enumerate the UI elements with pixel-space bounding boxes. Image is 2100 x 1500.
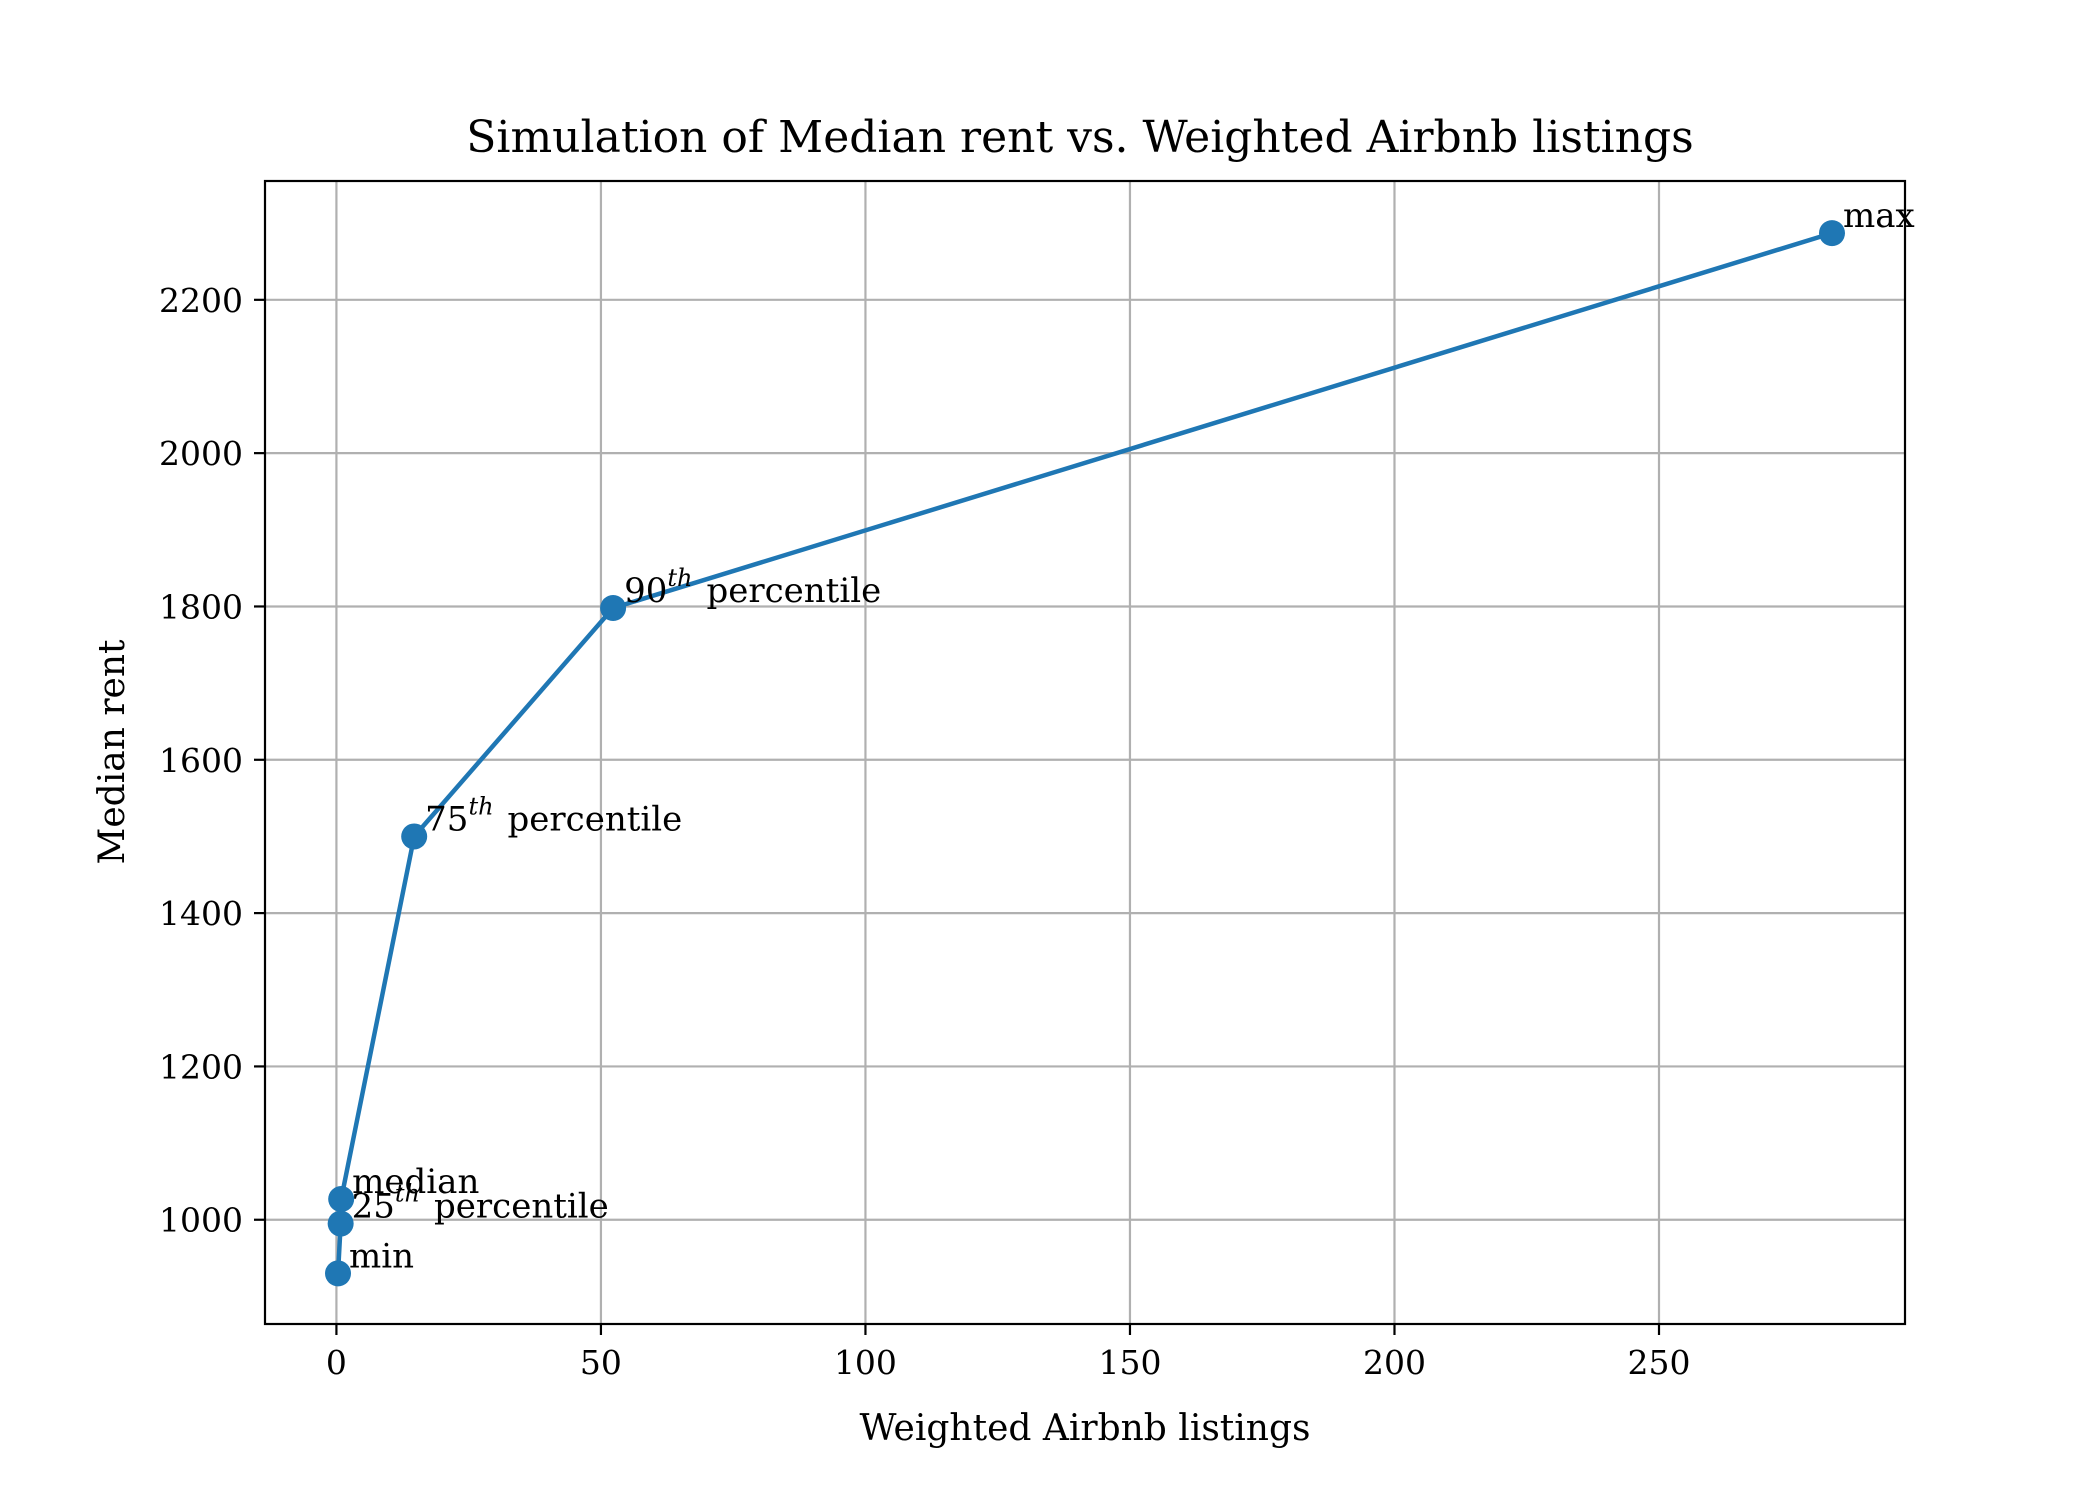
data-point [600,594,627,621]
y-tick-label: 2000 [159,434,243,473]
annotation-suffix: percentile [706,571,881,611]
x-tick-label: 200 [1363,1343,1426,1382]
annotation-text: max [1843,196,1915,236]
annotation-superscript: th [468,792,493,820]
data-point [401,823,428,850]
y-tick-label: 1800 [159,587,243,626]
annotation-suffix: percentile [434,1187,609,1227]
y-tick-label: 1000 [159,1201,243,1240]
point-annotation: max [1843,196,1915,236]
x-tick-label: 100 [834,1343,897,1382]
annotation-suffix: percentile [508,799,683,839]
point-annotation: 25th percentile [352,1180,609,1227]
y-tick-label: 1600 [159,741,243,780]
annotation-text: 25 [352,1187,395,1227]
annotation-superscript: th [395,1180,420,1208]
series-line [335,230,1833,1274]
x-tick-label: 250 [1628,1343,1691,1382]
data-point [325,1260,352,1287]
x-tick-label: 150 [1098,1343,1161,1382]
point-annotation: min [349,1236,414,1276]
point-annotation: 90th percentile [624,564,881,611]
data-point [328,1186,355,1213]
annotation-superscript: th [667,564,692,592]
chart-title: Simulation of Median rent vs. Weighted A… [466,112,1694,163]
grid [265,181,1905,1324]
annotation-text: 90 [624,571,667,611]
ticks-layer: 0 50 100 150 200 250 1000 1200 1400 1600 1800 2000 2… [159,281,1690,1382]
y-tick-label: 2200 [159,281,243,320]
series-layer [325,220,1845,1287]
x-tick-label: 50 [580,1343,622,1382]
annotation-text: 75 [425,799,468,839]
y-tick-label: 1200 [159,1047,243,1086]
point-annotation: median [352,1162,479,1202]
x-tick-label: 0 [326,1343,347,1382]
y-axis-label: Median rent [92,639,133,865]
x-axis-label: Weighted Airbnb listings [859,1408,1310,1449]
annotation-text: min [349,1236,414,1276]
point-annotation: 75th percentile [425,792,682,839]
y-tick-label: 1400 [159,894,243,933]
plot-frame [263,179,1907,1326]
data-point [327,1210,354,1237]
annotation-text: median [352,1162,479,1202]
data-point [1818,220,1845,247]
